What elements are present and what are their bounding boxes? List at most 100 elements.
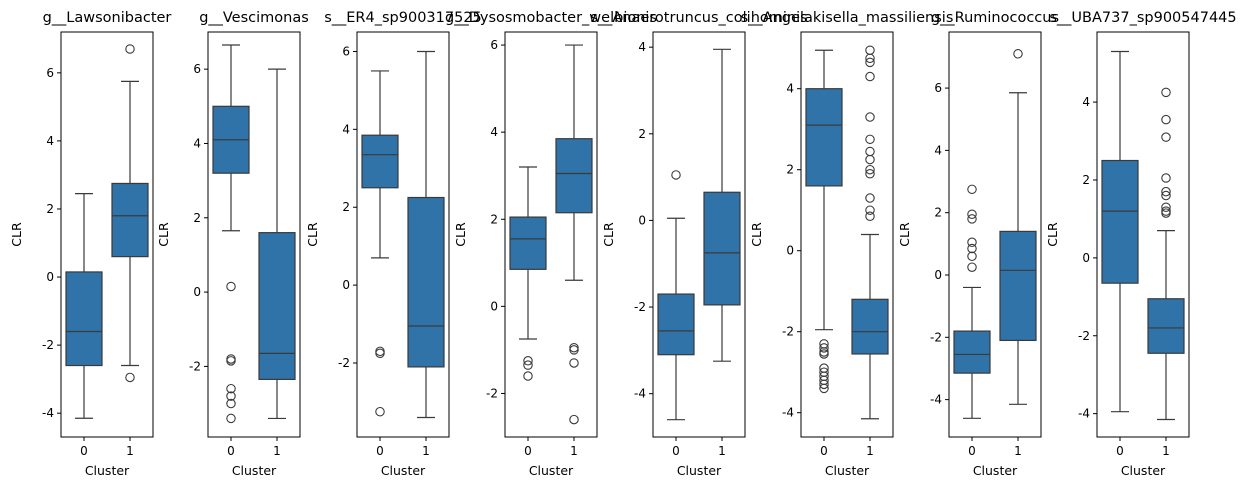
outlier-point (967, 184, 977, 195)
outlier-point (1161, 202, 1171, 212)
box-cluster-0 (212, 44, 250, 424)
outlier-point (375, 348, 385, 359)
x-tick-label: 1 (126, 444, 134, 458)
subplot-0: -4 -2 0 2 4 6 0 1 Cluster CLR g__Lawsonibacter (9, 10, 171, 478)
y-tick-label: 4 (490, 125, 498, 139)
y-tick-label: 4 (193, 136, 201, 150)
iqr-box (805, 88, 843, 187)
x-axis-label: Cluster (677, 463, 722, 478)
x-tick-label: 0 (80, 444, 88, 458)
y-tick-label: 4 (1082, 95, 1090, 109)
iqr-box (407, 196, 445, 368)
y-tick-label: 0 (46, 270, 54, 284)
outlier-point (967, 243, 977, 254)
box-cluster-0 (657, 170, 695, 421)
y-axis-label: CLR (601, 222, 616, 247)
subplot-5: -4 -2 0 2 4 0 1 Cluster CLR s__Angelakisella_mass… (741, 10, 954, 478)
axes-frame (800, 31, 894, 438)
x-tick-label: 0 (820, 444, 828, 458)
outlier-point (865, 169, 875, 179)
outlier-point (226, 383, 236, 394)
x-tick-label: 1 (1162, 444, 1170, 458)
iqr-box (509, 216, 547, 270)
outlier-point (569, 345, 579, 355)
box-cluster-1 (111, 44, 149, 383)
iqr-box (1101, 159, 1139, 284)
axes-frame (504, 31, 598, 438)
y-axis-label: CLR (9, 222, 24, 247)
outlier-point (819, 383, 829, 394)
outlier-point (865, 53, 875, 64)
outlier-point (125, 44, 135, 54)
y-tick-label: 0 (934, 268, 942, 282)
y-tick-label: -2 (486, 386, 498, 400)
y-tick-label: 2 (342, 200, 350, 214)
outlier-point (226, 398, 236, 409)
subplot-title: s__Angelakisella_massiliensis (741, 10, 954, 26)
iqr-box (258, 232, 296, 381)
outlier-point (1161, 190, 1171, 201)
box-cluster-1 (555, 44, 593, 425)
outlier-point (967, 214, 977, 224)
iqr-box (953, 330, 991, 374)
box-cluster-1 (703, 48, 741, 362)
subplot-7: -4 -2 0 2 4 0 1 Cluster CLR s__UBA737_sp900547445 (1045, 10, 1237, 478)
y-tick-label: 4 (934, 143, 942, 157)
iqr-box (703, 191, 741, 306)
outlier-point (865, 154, 875, 165)
outlier-point (865, 146, 875, 157)
box-cluster-1 (851, 45, 889, 420)
x-axis-label: Cluster (85, 463, 130, 478)
x-axis-label: Cluster (381, 463, 426, 478)
subplot-title: g__Dysosmobacter_welbionis (445, 10, 657, 26)
y-tick-label: 2 (46, 202, 54, 216)
iqr-box (555, 138, 593, 214)
outlier-point (819, 379, 829, 390)
outlier-point (226, 281, 236, 292)
y-axis-label: CLR (305, 222, 320, 247)
outlier-point (1013, 49, 1023, 59)
subplot-title: g__Ruminococcus (931, 10, 1059, 26)
y-tick-label: -4 (930, 393, 942, 407)
box-cluster-0 (509, 166, 547, 381)
outlier-point (375, 346, 385, 357)
outlier-point (226, 391, 236, 401)
outlier-point (1161, 186, 1171, 197)
x-axis-label: Cluster (529, 463, 574, 478)
subplot-6: -4 -2 0 2 4 6 0 1 Cluster CLR g__Ruminococcus (897, 10, 1059, 478)
outlier-point (523, 360, 533, 370)
outlier-point (967, 251, 977, 262)
outlier-point (523, 356, 533, 366)
axes-frame (207, 31, 301, 438)
outlier-point (865, 45, 875, 55)
outlier-point (375, 406, 385, 417)
y-tick-label: -4 (782, 406, 794, 420)
subplot-title: s__ER4_sp900317525 (324, 10, 482, 26)
y-tick-label: -2 (634, 300, 646, 314)
y-tick-label: 0 (193, 285, 201, 299)
subplot-4: -4 -2 0 2 4 0 1 Cluster CLR s__Anaerotruncus_coli… (590, 10, 807, 478)
outlier-point (226, 356, 236, 366)
outlier-point (671, 170, 681, 180)
outlier-point (865, 71, 875, 82)
outlier-point (865, 193, 875, 203)
outlier-point (569, 414, 579, 425)
outlier-point (226, 354, 236, 364)
y-tick-label: -4 (42, 406, 54, 420)
x-axis-label: Cluster (973, 463, 1018, 478)
y-tick-label: 4 (342, 122, 350, 136)
axes-frame (1096, 31, 1190, 438)
outlier-point (865, 205, 875, 215)
outlier-point (865, 57, 875, 68)
y-tick-label: 2 (193, 211, 201, 225)
x-tick-label: 0 (1116, 444, 1124, 458)
outlier-point (1161, 173, 1171, 183)
y-tick-label: 2 (786, 163, 794, 177)
iqr-box (361, 134, 399, 189)
subplot-title: g__Vescimonas (199, 10, 309, 26)
subplot-title: s__Anaerotruncus_colihominis (590, 10, 807, 26)
iqr-box (1147, 298, 1185, 354)
y-axis-label: CLR (749, 222, 764, 247)
y-tick-label: 0 (342, 278, 350, 292)
